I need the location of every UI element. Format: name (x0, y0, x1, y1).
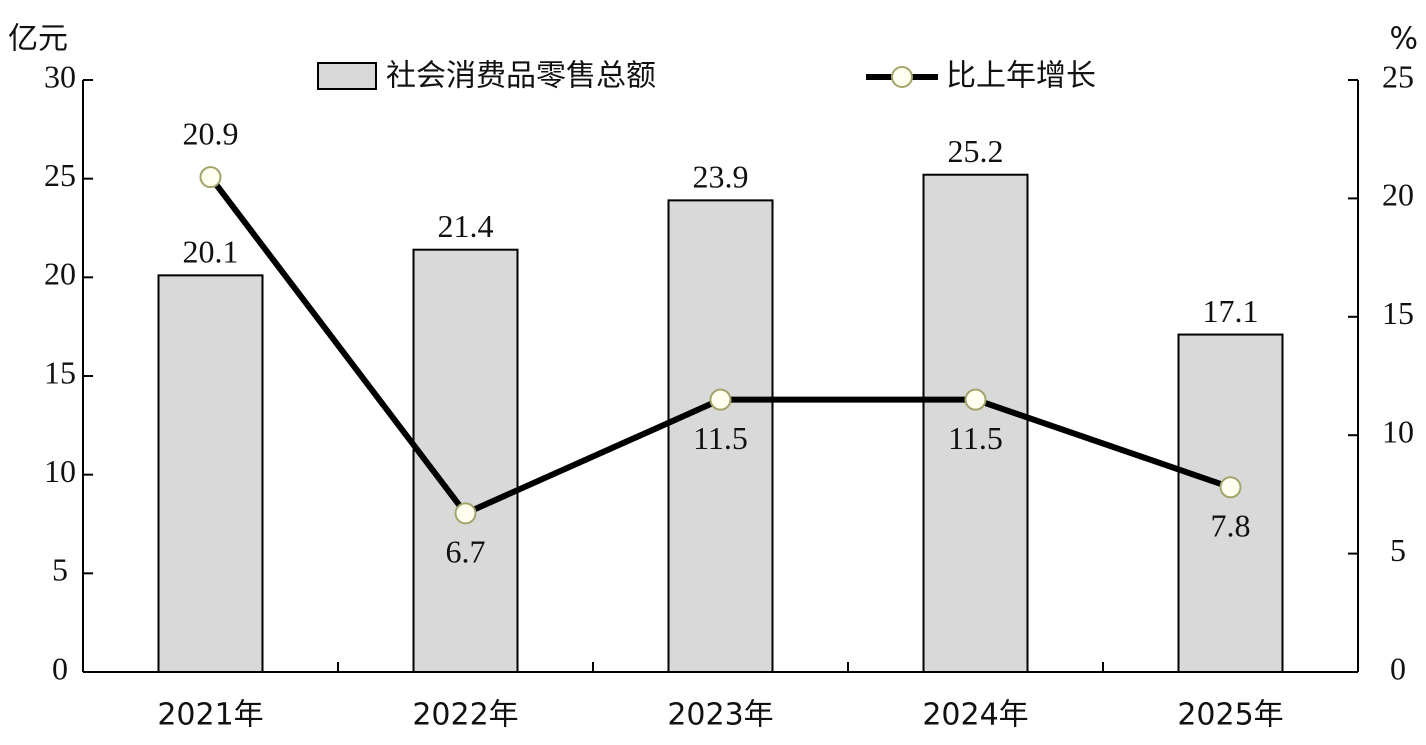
legend-swatch (317, 62, 377, 90)
y-tick-label: 30 (44, 58, 76, 94)
bar-value-label: 17.1 (1203, 293, 1259, 329)
bar (412, 248, 519, 673)
bar (922, 173, 1029, 673)
legend-label: 社会消费品零售总额 (386, 59, 656, 94)
line-marker (199, 166, 222, 189)
bar (1177, 333, 1284, 673)
y-tick-label: 5 (52, 552, 68, 588)
line-value-label: 11.5 (948, 420, 1003, 456)
y-tick-label: 15 (44, 354, 76, 390)
x-tick-label: 2024年 (922, 698, 1028, 733)
x-tick-label: 2025年 (1177, 698, 1283, 733)
y2-tick-label: 25 (1382, 58, 1414, 94)
line-value-label: 20.9 (183, 115, 239, 151)
line-marker (454, 502, 477, 525)
bar (157, 274, 264, 673)
y2-tick-label: 0 (1390, 650, 1406, 686)
legend-label: 比上年增长 (946, 59, 1096, 94)
bar-value-label: 21.4 (438, 208, 494, 244)
line-marker (1219, 476, 1242, 499)
y2-tick-label: 20 (1382, 177, 1414, 213)
y2-tick-label: 15 (1382, 295, 1414, 331)
line-marker (964, 388, 987, 411)
x-tick-label: 2021年 (157, 698, 263, 733)
y-axis-title: 亿元 (8, 22, 68, 57)
bar-value-label: 20.1 (183, 234, 239, 270)
line-marker (709, 388, 732, 411)
y2-tick-label: 10 (1382, 414, 1414, 450)
x-tick-label: 2022年 (412, 698, 518, 733)
line-value-label: 7.8 (1211, 508, 1251, 544)
line-value-label: 11.5 (693, 420, 748, 456)
y-tick-label: 0 (52, 650, 68, 686)
line-value-label: 6.7 (446, 534, 486, 570)
legend-marker (891, 66, 913, 88)
y-tick-label: 20 (44, 256, 76, 292)
x-tick-label: 2023年 (667, 698, 773, 733)
bar (667, 199, 774, 674)
bar-value-label: 25.2 (948, 133, 1004, 169)
bar-value-label: 23.9 (693, 159, 749, 195)
y-tick-label: 25 (44, 157, 76, 193)
y2-axis-title: % (1389, 22, 1418, 57)
y-tick-label: 10 (44, 453, 76, 489)
y2-tick-label: 5 (1390, 532, 1406, 568)
